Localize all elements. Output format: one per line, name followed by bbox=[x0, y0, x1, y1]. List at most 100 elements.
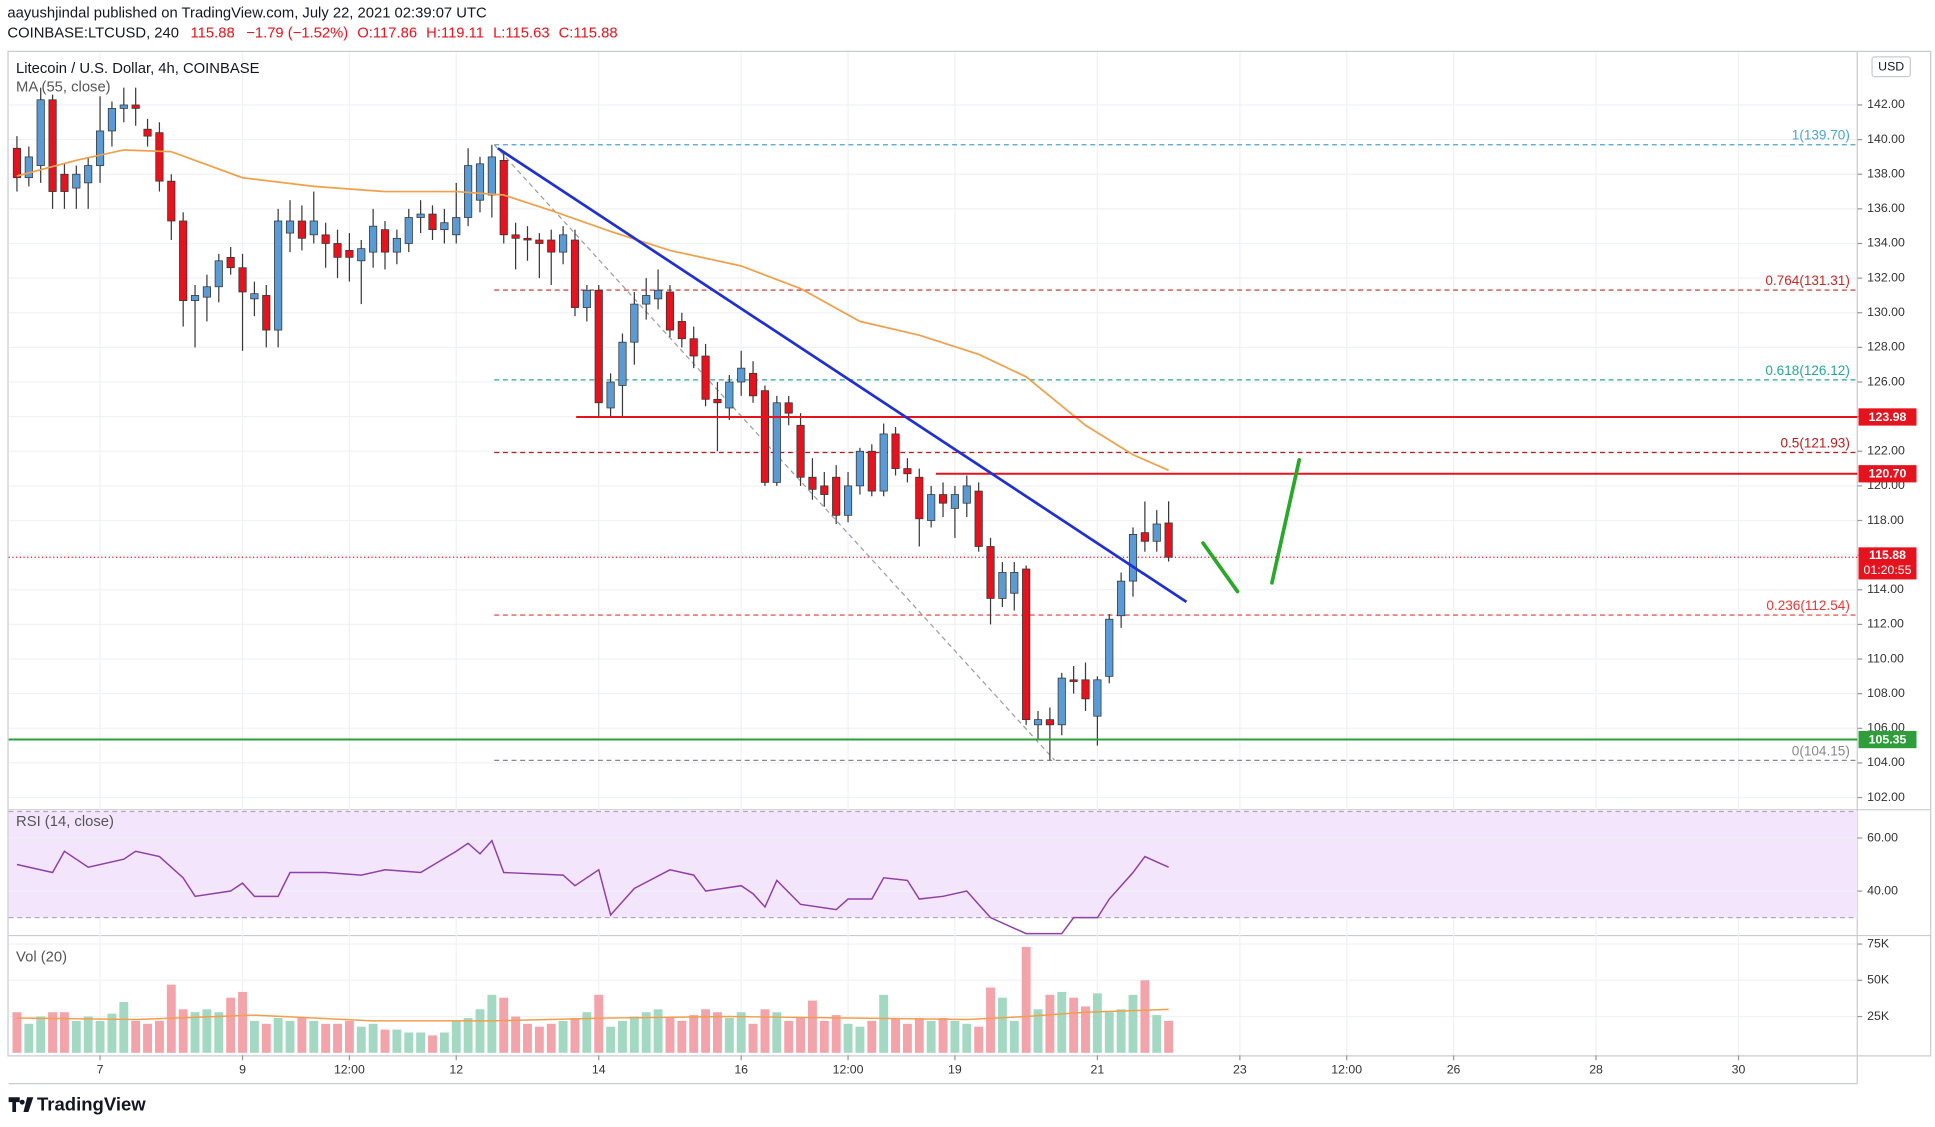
candle-body bbox=[879, 433, 888, 492]
volume-bar bbox=[1152, 1015, 1162, 1053]
level-price-label: 123.98 bbox=[1869, 410, 1907, 424]
candle-body bbox=[345, 250, 354, 258]
candle-body bbox=[72, 173, 81, 189]
volume-bar bbox=[487, 994, 497, 1053]
candle-body bbox=[523, 237, 532, 241]
candle-body bbox=[179, 220, 188, 301]
volume-bar bbox=[475, 1009, 485, 1053]
volume-bar bbox=[807, 1000, 817, 1053]
volume-bar bbox=[24, 1023, 34, 1053]
candle-body bbox=[570, 239, 580, 308]
candle-body bbox=[1081, 679, 1090, 700]
y-tick-label: 25K bbox=[1867, 1009, 1890, 1023]
candle-body bbox=[1152, 523, 1161, 542]
frame bbox=[7, 50, 1932, 1057]
candle-body bbox=[618, 341, 627, 386]
y-tick-label: 138.00 bbox=[1867, 166, 1905, 180]
candle-body bbox=[404, 217, 413, 244]
y-tick-label: 136.00 bbox=[1867, 201, 1905, 215]
candle-body bbox=[416, 213, 425, 218]
candle-body bbox=[737, 367, 746, 383]
y-tick-label: 128.00 bbox=[1867, 340, 1905, 354]
candle-body bbox=[808, 476, 817, 490]
low: L:115.63 bbox=[493, 25, 550, 41]
candle-body bbox=[950, 494, 959, 509]
candle-body bbox=[321, 234, 330, 244]
candle-body bbox=[938, 494, 948, 504]
y-tick-label: 126.00 bbox=[1867, 374, 1905, 388]
x-tick-label: 23 bbox=[1233, 1062, 1247, 1076]
x-tick-label: 14 bbox=[592, 1062, 606, 1076]
candle-body bbox=[784, 402, 793, 414]
candle-body bbox=[962, 485, 971, 504]
volume-bar bbox=[689, 1015, 699, 1053]
y-tick-label: 112.00 bbox=[1867, 617, 1904, 631]
candle-body bbox=[202, 286, 211, 298]
y-tick-label: 60.00 bbox=[1867, 830, 1898, 844]
volume-bar bbox=[879, 994, 889, 1053]
volume-bar bbox=[796, 1018, 806, 1053]
volume-bar bbox=[1009, 1020, 1019, 1053]
y-tick-label: 142.00 bbox=[1867, 97, 1905, 111]
volume-bar bbox=[71, 1020, 81, 1053]
candle-body bbox=[606, 381, 615, 409]
volume-bar bbox=[59, 1012, 69, 1053]
trend-line bbox=[497, 147, 1188, 604]
level-price-box bbox=[1858, 730, 1917, 749]
volume-bar bbox=[1164, 1020, 1174, 1053]
logo-icon bbox=[8, 1097, 34, 1113]
volume-bar bbox=[558, 1020, 568, 1053]
candle-body bbox=[380, 229, 390, 253]
candle-body bbox=[772, 402, 781, 483]
volume-bar bbox=[534, 1026, 544, 1053]
volume-bar bbox=[914, 1018, 924, 1053]
last: 115.88 bbox=[191, 25, 235, 41]
volume-bar bbox=[819, 1020, 829, 1053]
candle-body bbox=[1022, 568, 1031, 721]
volume-bar bbox=[843, 1023, 853, 1053]
arrow-line bbox=[1270, 458, 1302, 585]
volume-bar bbox=[380, 1029, 390, 1053]
volume-bar bbox=[226, 997, 236, 1053]
volume-bar bbox=[309, 1020, 319, 1053]
candle-body bbox=[297, 220, 306, 239]
volume-bar bbox=[962, 1023, 972, 1053]
x-tick-label: 16 bbox=[734, 1062, 748, 1076]
last-price-label: 115.88 bbox=[1869, 548, 1906, 562]
volume-bar bbox=[249, 1020, 259, 1053]
candle-body bbox=[665, 291, 675, 331]
x-tick-label: 12 bbox=[449, 1062, 463, 1076]
usd-button[interactable]: USD bbox=[1871, 56, 1911, 78]
candle-body bbox=[1010, 572, 1019, 594]
volume-ma-line bbox=[16, 1008, 1169, 1022]
volume-bar bbox=[48, 1012, 58, 1053]
candle-body bbox=[630, 303, 639, 343]
volume-bar bbox=[1033, 1009, 1043, 1053]
currency[interactable]: USD bbox=[1878, 60, 1904, 74]
candle-body bbox=[535, 239, 544, 244]
logo-text: TradingView bbox=[37, 1094, 146, 1115]
candle-body bbox=[642, 295, 651, 305]
y-tick-label: 114.00 bbox=[1867, 582, 1904, 596]
candle-body bbox=[1057, 677, 1066, 726]
volume-bar bbox=[83, 1016, 93, 1053]
candle-body bbox=[1069, 679, 1078, 682]
candle-body bbox=[796, 424, 805, 478]
volume-bar bbox=[831, 1015, 841, 1053]
candle-body bbox=[285, 220, 295, 234]
candle-body bbox=[167, 180, 176, 222]
candle-body bbox=[119, 104, 128, 109]
volume-bar bbox=[392, 1029, 402, 1053]
volume-bar bbox=[416, 1032, 426, 1053]
volume-bar bbox=[546, 1023, 556, 1053]
fib-label: 0.764(131.31) bbox=[1765, 273, 1849, 288]
y-tick-label: 40.00 bbox=[1867, 883, 1898, 897]
volume-bar bbox=[891, 1018, 900, 1053]
volume-bar bbox=[570, 1018, 580, 1053]
volume-bar bbox=[368, 1023, 378, 1053]
level-price-box bbox=[1858, 408, 1917, 426]
volume-bar bbox=[1045, 994, 1055, 1053]
usd-box[interactable] bbox=[1871, 56, 1911, 78]
